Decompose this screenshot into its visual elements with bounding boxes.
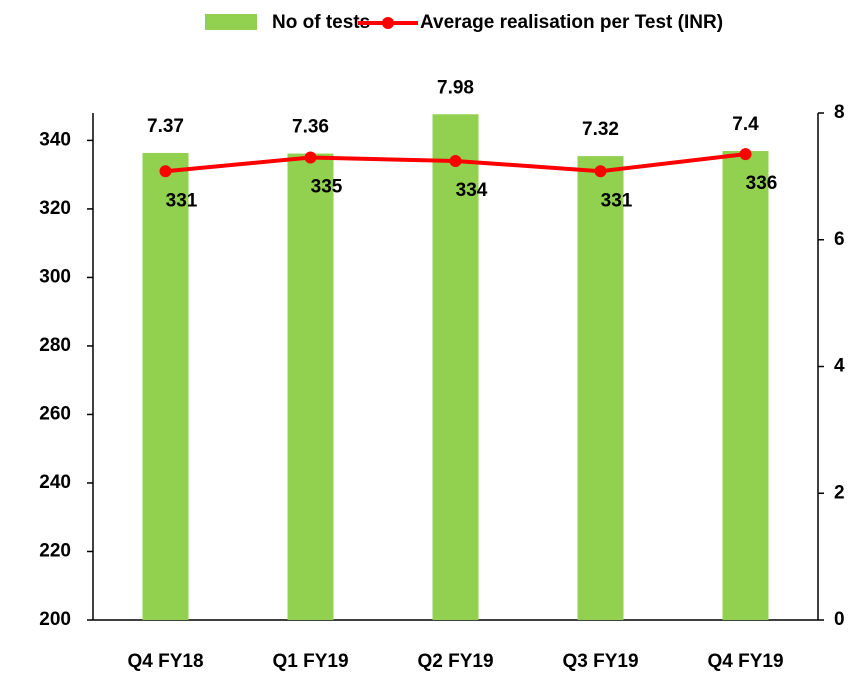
legend-label: Average realisation per Test (INR) <box>420 12 723 33</box>
bar-value-label: 7.36 <box>292 117 329 138</box>
bar-value-label: 7.32 <box>582 119 619 140</box>
line-marker <box>739 148 752 161</box>
line-marker <box>159 165 172 178</box>
line-marker <box>304 151 317 164</box>
line-marker <box>594 165 607 178</box>
y2-tick-label: 2 <box>834 482 845 503</box>
bar-value-label: 7.4 <box>732 114 759 135</box>
bar <box>142 152 189 620</box>
line-value-label: 331 <box>166 190 198 211</box>
bar-value-label: 7.37 <box>147 116 184 137</box>
x-tick-label: Q4 FY19 <box>707 651 783 672</box>
legend-label: No of tests <box>272 12 370 33</box>
y-tick-label: 260 <box>39 403 71 424</box>
y-tick-label: 220 <box>39 541 71 562</box>
y-tick-label: 280 <box>39 335 71 356</box>
line-value-label: 331 <box>601 190 633 211</box>
y-tick-label: 320 <box>39 198 71 219</box>
bar <box>722 151 769 620</box>
legend-swatch-marker <box>382 17 394 29</box>
legend-swatch-bar <box>205 14 257 30</box>
y-tick-label: 200 <box>39 609 71 630</box>
x-tick-label: Q2 FY19 <box>417 651 493 672</box>
y2-tick-label: 0 <box>834 609 845 630</box>
bar <box>432 114 479 620</box>
y2-tick-label: 8 <box>834 102 845 123</box>
y2-tick-label: 6 <box>834 229 845 250</box>
line-value-label: 334 <box>456 180 488 201</box>
x-tick-label: Q4 FY18 <box>127 651 203 672</box>
bar-value-label: 7.98 <box>437 77 474 98</box>
bar <box>287 153 334 620</box>
y-tick-label: 340 <box>39 129 71 150</box>
line-marker <box>449 154 462 167</box>
x-tick-label: Q3 FY19 <box>562 651 638 672</box>
line-value-label: 336 <box>746 173 778 194</box>
y-tick-label: 300 <box>39 266 71 287</box>
y2-tick-label: 4 <box>834 356 845 377</box>
y-tick-label: 240 <box>39 472 71 493</box>
line-value-label: 335 <box>311 177 343 198</box>
x-tick-label: Q1 FY19 <box>272 651 348 672</box>
bar <box>577 156 624 620</box>
